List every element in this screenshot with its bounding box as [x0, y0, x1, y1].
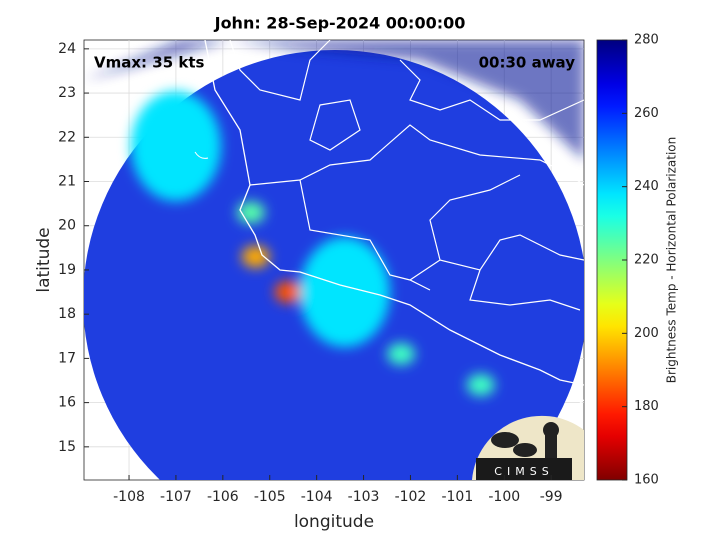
- cold-cell: [466, 373, 495, 396]
- colorbar-tick-label: 220: [634, 253, 659, 268]
- x-tick-label: -103: [348, 489, 380, 505]
- cold-cell: [387, 342, 416, 365]
- cold-cell: [299, 237, 390, 348]
- x-tick-label: -105: [254, 489, 286, 505]
- x-tick-label: -106: [207, 489, 239, 505]
- dark-region: [84, 40, 584, 160]
- logo-band: [476, 458, 572, 480]
- annotation: Vmax: 35 kts: [94, 54, 204, 72]
- y-tick-label: 23: [58, 85, 76, 101]
- cimss-logo: CIMSS: [472, 415, 584, 480]
- colorbar-tick-label: 280: [634, 33, 659, 48]
- x-tick-label: -108: [113, 489, 145, 505]
- colorbar-tick-label: 200: [634, 326, 659, 341]
- cold-cell: [274, 281, 303, 304]
- logo-text: CIMSS: [494, 465, 553, 478]
- chart-title: John: 28-Sep-2024 00:00:00: [214, 14, 466, 33]
- x-tick-label: -99: [540, 489, 563, 505]
- colorbar-tick-label: 160: [634, 473, 659, 488]
- swath: [84, 40, 584, 480]
- y-axis-label: latitude: [34, 227, 54, 292]
- x-axis-label: longitude: [294, 512, 374, 532]
- island: [194, 151, 209, 159]
- annotation: 00:30 away: [479, 54, 576, 72]
- x-tick-label: -101: [441, 489, 473, 505]
- x-tick-label: -104: [301, 489, 333, 505]
- cold-cell: [241, 245, 270, 268]
- cells: [130, 91, 495, 396]
- y-tick-label: 24: [58, 41, 76, 57]
- coastline: [204, 40, 584, 386]
- y-tick-label: 18: [58, 306, 76, 322]
- colorbar-tick-label: 240: [634, 179, 659, 194]
- colorbar-tick-label: 180: [634, 399, 659, 414]
- colorbar-tick-label: 260: [634, 106, 659, 121]
- y-tick-label: 17: [58, 350, 76, 366]
- y-tick-label: 21: [58, 174, 76, 190]
- logo-tank: [543, 422, 559, 438]
- x-tick-label: -107: [160, 489, 192, 505]
- x-tick-label: -102: [395, 489, 427, 505]
- y-tick-label: 20: [58, 218, 76, 234]
- cold-cell: [130, 91, 221, 202]
- y-tick-label: 15: [58, 439, 76, 455]
- x-tick-label: -100: [488, 489, 520, 505]
- colorbar-label: Brightness Temp - Horizontal Polarizatio…: [665, 137, 679, 384]
- logo-dish: [491, 432, 519, 448]
- y-tick-label: 22: [58, 129, 76, 145]
- cold-cell: [236, 201, 265, 224]
- logo-dish: [513, 443, 537, 457]
- borders: [229, 40, 584, 421]
- y-tick-label: 19: [58, 262, 76, 278]
- y-tick-label: 16: [58, 395, 76, 411]
